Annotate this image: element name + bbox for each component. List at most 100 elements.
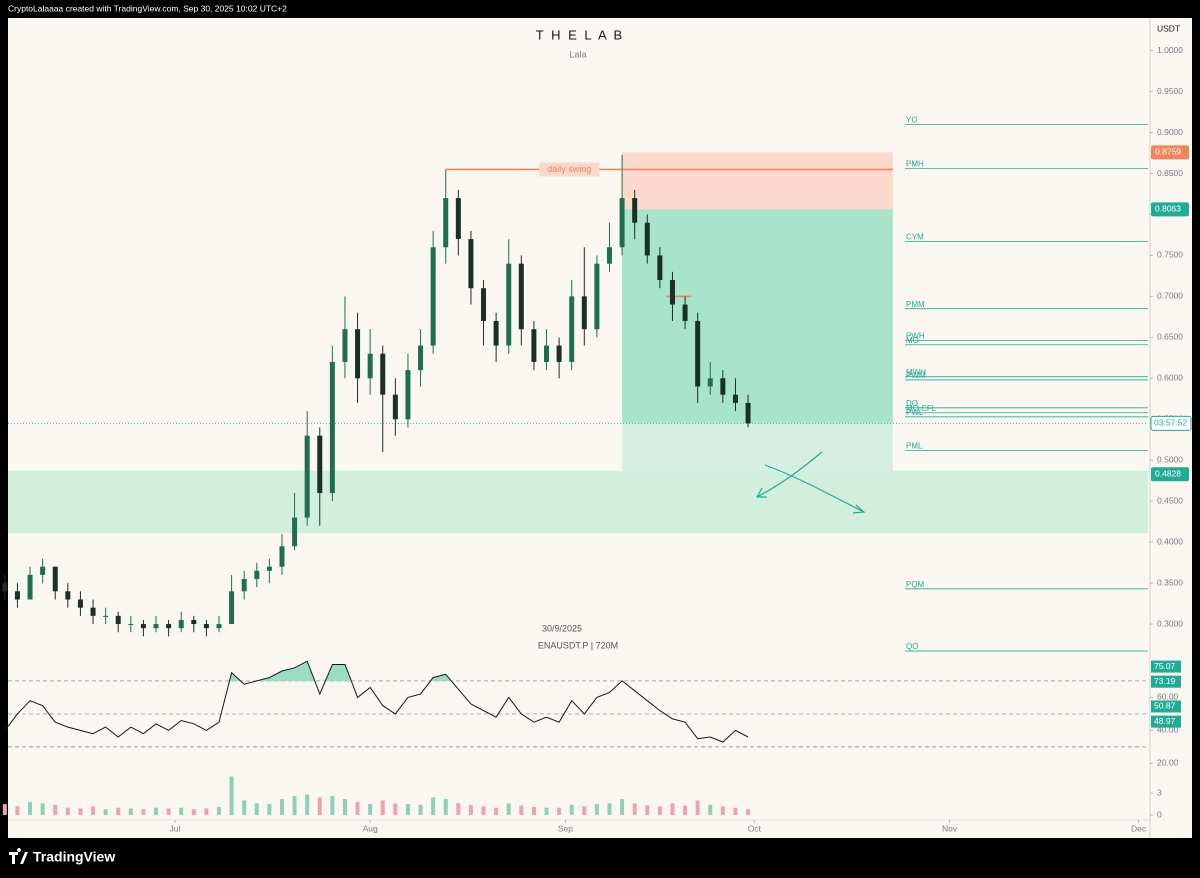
y-tick-label: 0.7000 [1157, 291, 1183, 301]
main-pane: 1.00000.95000.90000.85000.80000.75000.70… [2, 45, 1192, 833]
level-label: DO [906, 399, 918, 408]
y-tick-label: 0.9000 [1157, 127, 1183, 137]
candle-body [443, 198, 449, 248]
candle-body [468, 239, 474, 289]
candle-body [544, 345, 550, 362]
volume-bar [720, 806, 725, 815]
candle-body [77, 599, 83, 608]
y-tick-label: 0.4500 [1157, 495, 1183, 505]
candle-body [40, 566, 46, 575]
volume-bar [229, 776, 234, 815]
volume-bar [418, 804, 423, 815]
volume-bar [355, 801, 360, 815]
countdown-bg [1150, 415, 1192, 431]
volume-bar [695, 800, 700, 815]
candle-body [606, 247, 612, 264]
candle-body [266, 566, 272, 571]
chart-subtitle: Lala [569, 49, 586, 59]
y-tick-label: 0.6000 [1157, 373, 1183, 383]
price-label-bg [1151, 202, 1189, 217]
volume-bar [746, 809, 751, 815]
volume-bar [128, 808, 133, 815]
volume-bar [368, 804, 373, 815]
candle-body [405, 370, 411, 420]
candle-body [304, 435, 310, 518]
candle-body [203, 624, 209, 629]
level-label: CYM [906, 233, 924, 242]
level-label: PWL [906, 408, 924, 417]
volume-bar [242, 800, 247, 815]
candle-body [556, 345, 562, 362]
volume-bar [443, 799, 448, 815]
volume-bar [683, 805, 688, 815]
candle-body [669, 280, 675, 305]
level-label: MO [906, 336, 919, 345]
volume-bar [380, 800, 385, 815]
volume-bar [292, 796, 297, 815]
candle-body [481, 288, 487, 321]
candle-body [380, 353, 386, 395]
candle-body [153, 624, 159, 629]
arrowhead [755, 487, 767, 498]
rsi-y-tick-label: 20.00 [1157, 758, 1179, 768]
rsi-y-tick-label: 40.00 [1157, 725, 1179, 735]
y-tick-label: 0.7500 [1157, 250, 1183, 260]
candle-body [90, 607, 96, 616]
candle-body [644, 222, 650, 256]
volume-bar [40, 803, 45, 815]
zone [8, 470, 1148, 534]
candle-body [52, 566, 58, 592]
volume-bar [154, 807, 159, 815]
candle-body [27, 574, 33, 600]
volume-bar [531, 807, 536, 815]
rsi-y-tick-label: 60.00 [1157, 692, 1179, 702]
x-tick-label: Sep [558, 823, 573, 833]
candle-body [317, 435, 323, 493]
price-label: 0.4828 [1155, 469, 1181, 479]
volume-bar [330, 796, 335, 815]
candle-body [619, 198, 625, 248]
volume-bar [582, 806, 587, 815]
price-label: 0.8759 [1155, 147, 1181, 157]
volume-bar [708, 804, 713, 815]
volume-bar [481, 806, 486, 815]
volume-bar [544, 807, 549, 815]
volume-bar [65, 807, 70, 815]
x-tick-label: Oct [748, 823, 762, 833]
volume-bar [179, 807, 184, 815]
zones [8, 152, 1148, 534]
volume-bar [53, 804, 58, 815]
candle-body [254, 570, 260, 579]
rsi-badge-bg [1151, 715, 1181, 728]
volume-bar [103, 809, 108, 815]
candle-body [581, 296, 587, 330]
candle-body [2, 583, 8, 592]
volume-bar [141, 809, 146, 815]
volume-bar [594, 804, 599, 815]
x-tick-label: Dec [1131, 823, 1147, 833]
candle-body [367, 353, 373, 379]
zone [622, 423, 893, 475]
candle-body [682, 304, 688, 321]
candle-body [103, 615, 109, 617]
candle-body [531, 329, 537, 362]
volume-bar [657, 806, 662, 815]
candle-body [594, 263, 600, 330]
y-tick-label: 0.3000 [1157, 618, 1183, 628]
candle-body [216, 624, 222, 629]
candle-body [241, 578, 247, 592]
header-text: CryptoLalaaaa created with TradingView.c… [8, 3, 287, 13]
rsi-badge-bg [1151, 700, 1181, 713]
rsi-badge-bg [1151, 660, 1181, 673]
level-label: QO [906, 642, 918, 651]
volume-bar [342, 799, 347, 815]
candle-body [14, 591, 20, 600]
candle-body [178, 619, 184, 629]
volume-bar [431, 797, 436, 815]
volume-y-tick-label: 0 [1157, 809, 1162, 819]
watermark-date: 30/9/2025 [542, 623, 582, 633]
y-tick-label: 0.9500 [1157, 86, 1183, 96]
candle-body [128, 624, 134, 626]
